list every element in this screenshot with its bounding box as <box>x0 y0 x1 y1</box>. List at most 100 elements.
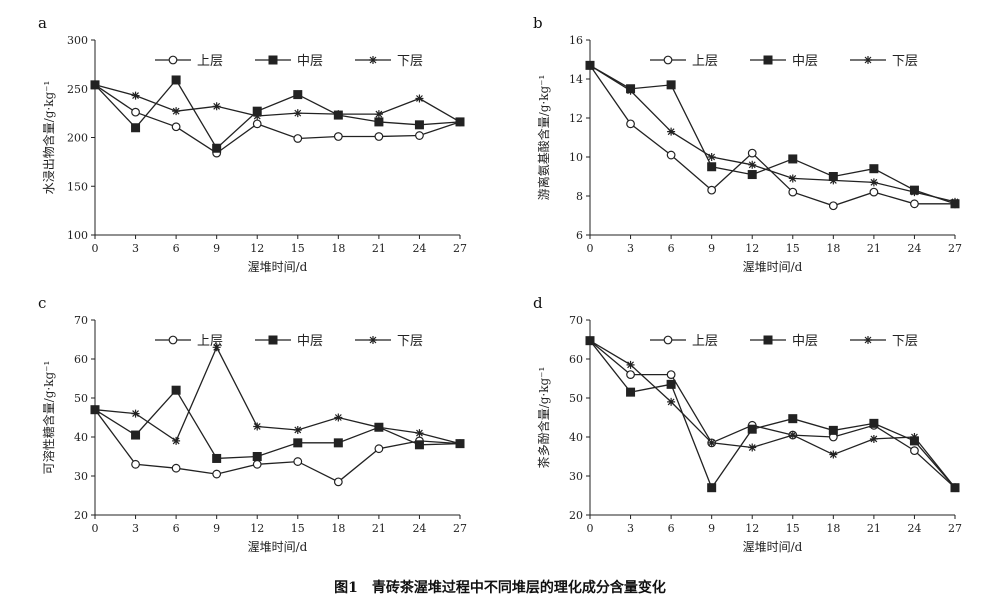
x-tick-label: 6 <box>668 522 675 535</box>
x-tick-label: 9 <box>708 522 715 535</box>
data-point <box>131 409 140 418</box>
x-tick-label: 15 <box>786 522 800 535</box>
data-point <box>910 188 919 197</box>
x-tick-label: 9 <box>213 242 220 255</box>
series-2 <box>90 385 465 463</box>
y-tick-label: 10 <box>569 151 583 164</box>
x-axis-title: 渥堆时间/d <box>743 540 803 554</box>
data-point <box>747 148 757 158</box>
data-point <box>586 61 594 70</box>
y-tick-label: 12 <box>569 112 583 125</box>
x-tick-label: 21 <box>372 522 386 535</box>
data-point <box>828 201 838 211</box>
data-point <box>707 153 716 161</box>
data-point <box>131 107 140 117</box>
y-tick-label: 70 <box>74 314 88 327</box>
series-line <box>589 340 956 490</box>
data-point <box>667 127 676 136</box>
data-point <box>374 423 383 432</box>
panel-letter: a <box>38 14 47 32</box>
data-point <box>253 112 262 121</box>
y-tick-label: 40 <box>74 431 88 444</box>
series-1 <box>90 405 465 487</box>
legend-marker <box>168 335 178 345</box>
legend-marker <box>268 335 278 345</box>
data-point <box>212 102 221 111</box>
data-point <box>910 433 919 441</box>
data-point <box>748 443 757 452</box>
y-tick-label: 6 <box>576 229 583 242</box>
legend-marker <box>268 55 278 65</box>
data-point <box>131 123 141 133</box>
data-point <box>951 483 959 492</box>
y-tick-label: 200 <box>67 132 88 145</box>
data-point <box>869 164 879 174</box>
data-point <box>171 463 181 473</box>
series-line <box>94 389 461 460</box>
data-point <box>828 425 838 435</box>
legend-marker <box>369 336 377 344</box>
series-3 <box>91 343 464 448</box>
data-point <box>747 424 757 434</box>
data-point <box>212 143 222 153</box>
x-tick-label: 12 <box>250 242 264 255</box>
series-1 <box>90 80 465 158</box>
x-tick-label: 24 <box>907 242 921 255</box>
data-point <box>333 438 343 448</box>
x-tick-label: 18 <box>826 522 840 535</box>
y-tick-label: 16 <box>569 34 583 47</box>
y-tick-label: 30 <box>569 470 583 483</box>
x-tick-label: 21 <box>867 242 881 255</box>
x-tick-label: 9 <box>213 522 220 535</box>
x-tick-label: 6 <box>173 242 180 255</box>
data-point <box>788 414 798 424</box>
chart-panel-c: c 20 30 40 50 60 70 0 3 6 9 12 15 18 21 24 27 渥堆时间/d 可溶性糖含… <box>38 294 467 554</box>
legend-marker <box>369 56 377 64</box>
x-tick-label: 24 <box>907 522 921 535</box>
x-tick-label: 3 <box>132 242 139 255</box>
data-point <box>415 94 424 103</box>
data-point <box>414 440 424 450</box>
data-point <box>626 360 635 369</box>
panel-letter: c <box>38 294 46 312</box>
data-point <box>869 187 879 197</box>
series-line <box>94 84 461 123</box>
data-point <box>869 418 879 428</box>
y-axis-title: 水浸出物含量/g·kg⁻¹ <box>41 81 56 195</box>
series-line <box>94 345 461 445</box>
data-point <box>293 109 302 118</box>
y-tick-label: 20 <box>569 509 583 522</box>
series-line <box>589 64 956 205</box>
series-2 <box>585 336 960 493</box>
y-axis-title: 茶多酚含量/g·kg⁻¹ <box>536 367 551 469</box>
panel-letter: b <box>533 14 543 32</box>
figure-caption: 图1 青砖茶渥堆过程中不同堆层的理化成分含量变化 <box>334 580 666 596</box>
data-point <box>951 197 959 206</box>
data-point <box>415 429 424 438</box>
x-tick-label: 0 <box>92 242 99 255</box>
x-tick-label: 27 <box>948 522 962 535</box>
data-point <box>293 90 303 100</box>
data-point <box>910 446 919 456</box>
y-tick-label: 250 <box>67 83 88 96</box>
legend-label: 中层 <box>297 54 323 69</box>
legend-label: 上层 <box>197 334 223 349</box>
x-axis-title: 渥堆时间/d <box>248 260 308 274</box>
x-axis-title: 渥堆时间/d <box>743 260 803 274</box>
y-tick-label: 60 <box>569 353 583 366</box>
legend-label: 下层 <box>397 334 423 349</box>
data-point <box>707 438 716 447</box>
y-tick-label: 150 <box>67 180 88 193</box>
x-tick-label: 27 <box>948 242 962 255</box>
data-point <box>293 425 302 434</box>
data-point <box>626 387 636 397</box>
data-point <box>666 150 676 160</box>
y-tick-label: 40 <box>569 431 583 444</box>
y-tick-label: 8 <box>576 190 583 203</box>
data-point <box>252 119 262 129</box>
series-3 <box>91 80 464 126</box>
x-tick-label: 18 <box>331 242 345 255</box>
data-point <box>91 80 99 89</box>
data-point <box>172 107 181 116</box>
